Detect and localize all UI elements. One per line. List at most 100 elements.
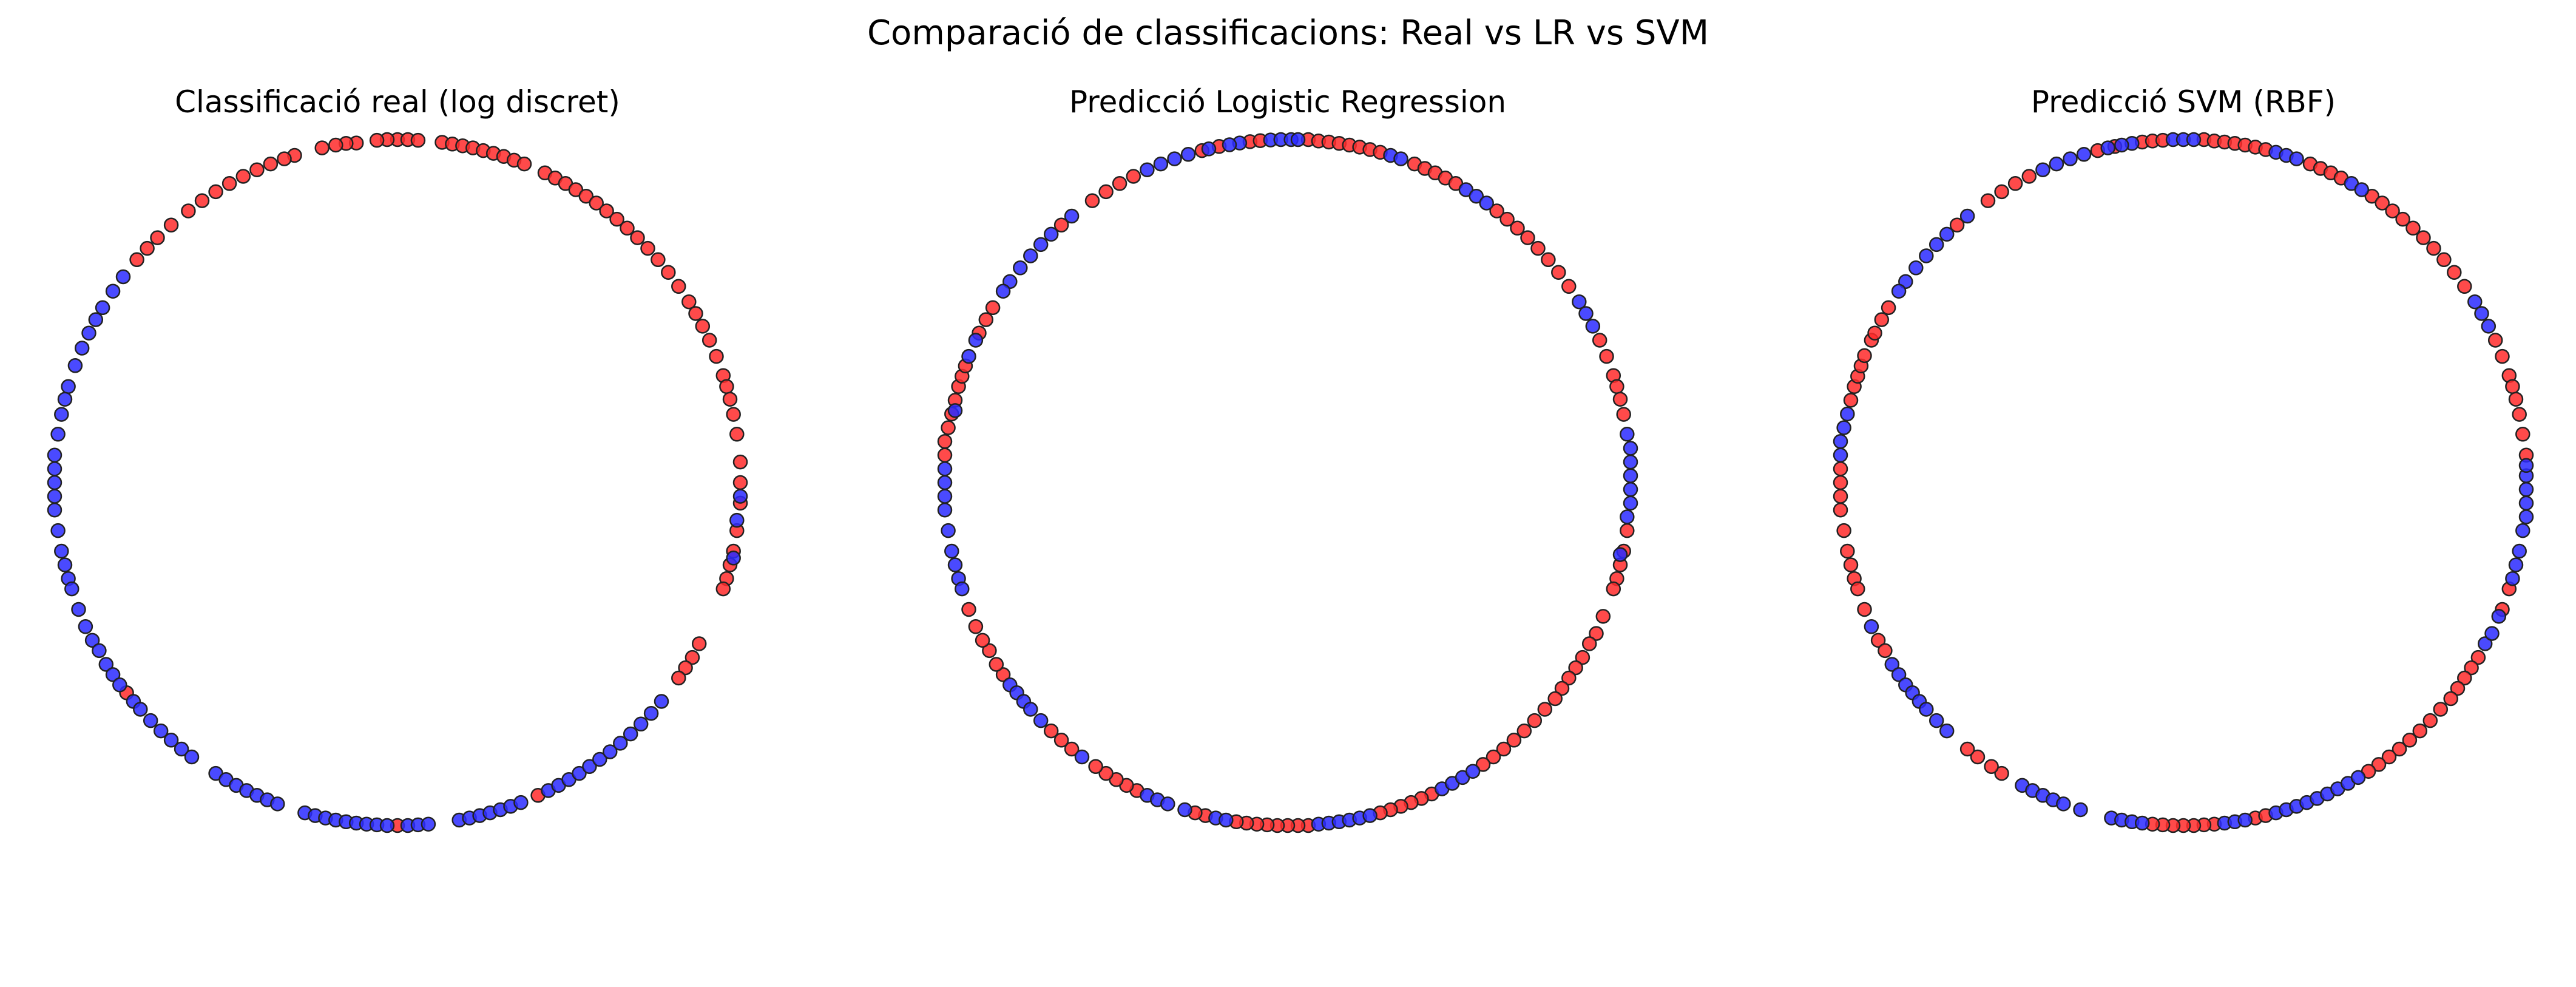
- data-point: [947, 557, 963, 572]
- data-point: [1581, 636, 1597, 651]
- data-point: [989, 657, 1004, 672]
- data-point: [2426, 240, 2441, 256]
- data-point: [1857, 348, 1872, 364]
- data-point: [1929, 713, 1944, 728]
- data-point: [691, 636, 707, 651]
- data-point: [2518, 482, 2534, 497]
- data-point: [732, 489, 748, 504]
- data-point: [2474, 306, 2489, 321]
- data-point: [2512, 543, 2527, 559]
- data-point: [1833, 433, 1848, 449]
- data-point: [961, 348, 976, 364]
- data-point: [1561, 670, 1577, 686]
- panel-logistic-regression: Predicció Logistic Regression: [902, 79, 1673, 965]
- data-point: [2422, 713, 2438, 728]
- data-point: [1499, 211, 1515, 227]
- data-point: [978, 312, 994, 327]
- data-point: [2491, 609, 2507, 624]
- scatter-plot-lr: [937, 132, 1638, 833]
- data-point: [1074, 749, 1090, 765]
- data-point: [1939, 723, 1955, 739]
- data-point: [1561, 279, 1577, 294]
- data-point: [2515, 523, 2530, 538]
- data-point: [47, 489, 63, 504]
- data-point: [1595, 609, 1611, 624]
- data-point: [937, 461, 953, 477]
- data-point: [1469, 188, 1484, 204]
- data-point: [1620, 509, 1635, 524]
- data-point: [95, 300, 110, 316]
- data-point: [1222, 137, 1237, 152]
- data-point: [1949, 217, 1965, 232]
- data-point: [163, 217, 179, 232]
- data-point: [1551, 265, 1566, 280]
- data-point: [47, 502, 63, 518]
- data-point: [1870, 633, 1886, 648]
- data-point: [2518, 495, 2534, 511]
- data-point: [1167, 151, 1182, 166]
- data-point: [1929, 237, 1944, 253]
- data-point: [968, 333, 984, 348]
- data-point: [328, 137, 343, 153]
- data-point: [2076, 147, 2092, 162]
- data-point: [1475, 757, 1491, 772]
- data-point: [516, 156, 532, 172]
- data-point: [1623, 495, 1638, 511]
- data-point: [1836, 523, 1851, 538]
- data-point: [2447, 265, 2462, 280]
- data-point: [2049, 156, 2064, 172]
- data-point: [685, 650, 700, 665]
- data-point: [1088, 759, 1103, 775]
- data-point: [1612, 392, 1628, 407]
- data-point: [732, 475, 748, 490]
- data-point: [975, 633, 990, 648]
- data-point: [1053, 733, 1069, 748]
- data-point: [1609, 379, 1624, 395]
- data-point: [1516, 723, 1532, 739]
- data-point: [633, 716, 649, 732]
- data-point: [613, 736, 628, 751]
- data-point: [194, 193, 210, 208]
- data-point: [112, 677, 127, 693]
- data-point: [1458, 182, 1474, 197]
- data-point: [609, 211, 624, 227]
- data-point: [1510, 220, 1525, 236]
- data-point: [995, 667, 1011, 682]
- data-point: [2518, 458, 2534, 473]
- data-point: [1623, 468, 1638, 483]
- data-point: [1043, 226, 1059, 242]
- data-point: [2392, 741, 2407, 757]
- data-point: [1033, 237, 1049, 253]
- data-point: [88, 312, 104, 327]
- data-point: [1064, 208, 1080, 224]
- data-point: [1578, 306, 1594, 321]
- data-point: [1023, 702, 1038, 717]
- data-point: [1362, 808, 1378, 823]
- data-point: [2487, 333, 2503, 348]
- data-point: [2470, 650, 2486, 665]
- data-point: [174, 741, 189, 757]
- data-point: [1393, 151, 1408, 166]
- data-point: [1219, 812, 1234, 828]
- data-point: [995, 283, 1011, 299]
- data-point: [1833, 502, 1848, 518]
- data-point: [1537, 702, 1553, 717]
- data-point: [1864, 619, 1879, 634]
- data-point: [2405, 220, 2421, 236]
- data-point: [1939, 226, 1955, 242]
- data-point: [379, 818, 395, 833]
- data-point: [1496, 741, 1512, 757]
- data-point: [1506, 733, 1522, 748]
- data-point: [643, 705, 659, 721]
- data-point: [985, 300, 1001, 316]
- data-point: [50, 523, 66, 538]
- data-point: [671, 279, 686, 294]
- data-point: [249, 162, 265, 177]
- data-point: [2035, 162, 2050, 177]
- data-point: [1160, 796, 1175, 812]
- data-point: [74, 341, 90, 356]
- data-point: [105, 667, 121, 682]
- data-point: [1959, 741, 1975, 757]
- data-point: [2402, 733, 2418, 748]
- data-point: [2007, 176, 2023, 191]
